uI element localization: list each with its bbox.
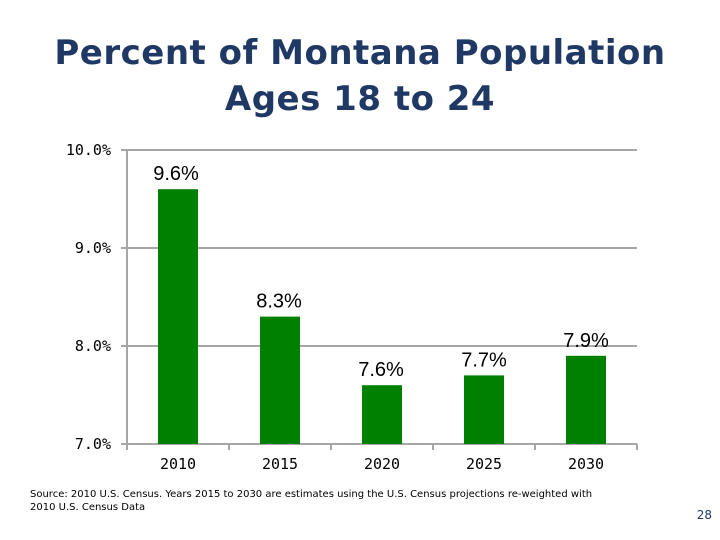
bar-2025 (464, 375, 504, 444)
xtick-label-2015: 2015 (262, 455, 298, 473)
bar-2030 (566, 355, 606, 444)
data-label-2015: 8.3% (256, 291, 302, 313)
ytick-label-2: 9.0% (75, 239, 111, 257)
data-label-2010: 9.6% (153, 163, 199, 185)
ytick-label-1: 8.0% (75, 337, 111, 355)
bar-2015 (260, 316, 300, 444)
xtick-label-2020: 2020 (364, 455, 400, 473)
ytick-label-0: 7.0% (75, 435, 111, 453)
data-label-2030: 7.9% (563, 330, 609, 352)
bar-2020 (362, 385, 402, 444)
page-number: 28 (696, 508, 712, 522)
xtick-label-2025: 2025 (466, 455, 502, 473)
xtick-label-2030: 2030 (568, 455, 604, 473)
xtick-label-2010: 2010 (160, 455, 196, 473)
bar-2010 (158, 189, 198, 444)
title-line-2: Ages 18 to 24 (224, 79, 496, 119)
source-note: Source: 2010 U.S. Census. Years 2015 to … (30, 489, 593, 513)
title-line-1: Percent of Montana Population (54, 33, 666, 73)
data-label-2020: 7.6% (358, 359, 404, 381)
chart-title: Percent of Montana Population Ages 18 to… (0, 30, 720, 122)
ytick-label-3: 10.0% (66, 141, 111, 159)
data-label-2025: 7.7% (461, 349, 507, 371)
